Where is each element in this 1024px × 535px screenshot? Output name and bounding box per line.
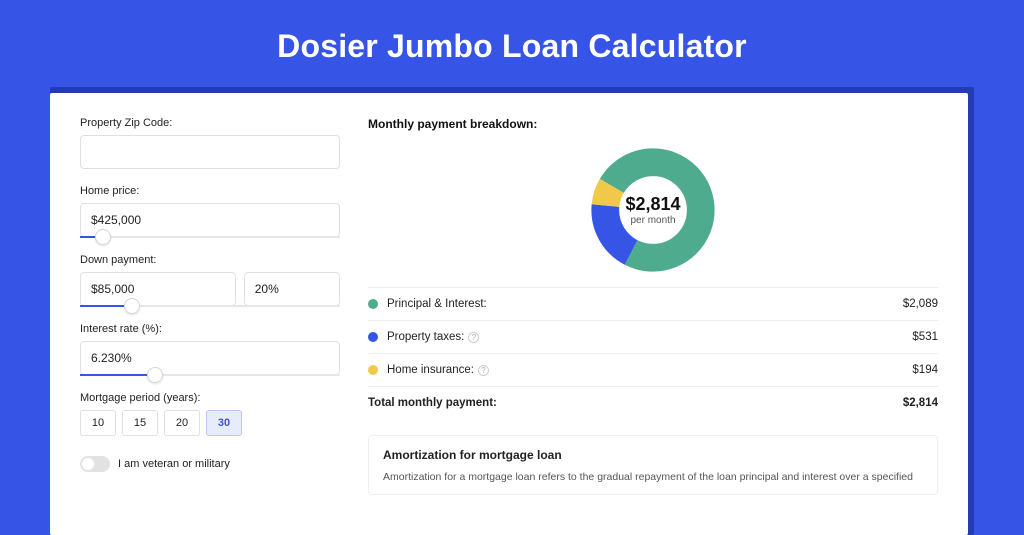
- breakdown-row-label: Principal & Interest:: [387, 298, 903, 310]
- down-payment-label: Down payment:: [80, 254, 340, 266]
- mortgage-period-label: Mortgage period (years):: [80, 392, 340, 404]
- amortization-text: Amortization for a mortgage loan refers …: [383, 470, 923, 486]
- info-icon[interactable]: ?: [478, 365, 489, 376]
- donut-amount: $2,814: [625, 194, 680, 215]
- legend-dot: [368, 365, 378, 375]
- home-price-label: Home price:: [80, 185, 340, 197]
- down-payment-slider[interactable]: [80, 305, 340, 307]
- breakdown-row-value: $531: [912, 331, 938, 343]
- home-price-input[interactable]: [80, 203, 340, 237]
- page-title: Dosier Jumbo Loan Calculator: [0, 0, 1024, 87]
- field-mortgage-period: Mortgage period (years): 10152030: [80, 392, 340, 436]
- amortization-title: Amortization for mortgage loan: [383, 448, 923, 462]
- breakdown-row-value: $194: [912, 364, 938, 376]
- veteran-toggle-label: I am veteran or military: [118, 458, 230, 470]
- veteran-toggle-row: I am veteran or military: [80, 456, 340, 472]
- amortization-card: Amortization for mortgage loan Amortizat…: [368, 435, 938, 495]
- home-price-slider[interactable]: [80, 236, 340, 238]
- donut-sub: per month: [630, 215, 675, 226]
- donut-chart-wrap: $2,814 per month: [368, 141, 938, 287]
- down-payment-amount-input[interactable]: [80, 272, 236, 306]
- period-button-15[interactable]: 15: [122, 410, 158, 436]
- interest-rate-label: Interest rate (%):: [80, 323, 340, 335]
- breakdown-row: Home insurance:?$194: [368, 353, 938, 386]
- card-shadow: Property Zip Code: Home price: Down paym…: [50, 87, 974, 535]
- breakdown-row: Principal & Interest:$2,089: [368, 287, 938, 320]
- field-zip: Property Zip Code:: [80, 117, 340, 169]
- breakdown-total-row: Total monthly payment: $2,814: [368, 386, 938, 419]
- veteran-toggle[interactable]: [80, 456, 110, 472]
- period-button-20[interactable]: 20: [164, 410, 200, 436]
- info-icon[interactable]: ?: [468, 332, 479, 343]
- breakdown-row-label: Home insurance:?: [387, 364, 912, 376]
- zip-input[interactable]: [80, 135, 340, 169]
- breakdown-row: Property taxes:?$531: [368, 320, 938, 353]
- interest-rate-slider[interactable]: [80, 374, 340, 376]
- period-button-30[interactable]: 30: [206, 410, 242, 436]
- period-button-10[interactable]: 10: [80, 410, 116, 436]
- legend-dot: [368, 299, 378, 309]
- breakdown-row-value: $2,089: [903, 298, 938, 310]
- down-payment-pct-input[interactable]: [244, 272, 340, 306]
- field-interest-rate: Interest rate (%):: [80, 323, 340, 376]
- breakdown-row-label: Property taxes:?: [387, 331, 912, 343]
- breakdown-total-label: Total monthly payment:: [368, 397, 903, 409]
- field-home-price: Home price:: [80, 185, 340, 238]
- breakdown-total-value: $2,814: [903, 397, 938, 409]
- calculator-card: Property Zip Code: Home price: Down paym…: [50, 93, 968, 535]
- zip-label: Property Zip Code:: [80, 117, 340, 129]
- breakdown-panel: Monthly payment breakdown: $2,814 per mo…: [368, 117, 938, 495]
- field-down-payment: Down payment:: [80, 254, 340, 307]
- donut-chart: $2,814 per month: [590, 147, 716, 273]
- breakdown-title: Monthly payment breakdown:: [368, 117, 938, 131]
- interest-rate-input[interactable]: [80, 341, 340, 375]
- form-panel: Property Zip Code: Home price: Down paym…: [80, 117, 340, 495]
- legend-dot: [368, 332, 378, 342]
